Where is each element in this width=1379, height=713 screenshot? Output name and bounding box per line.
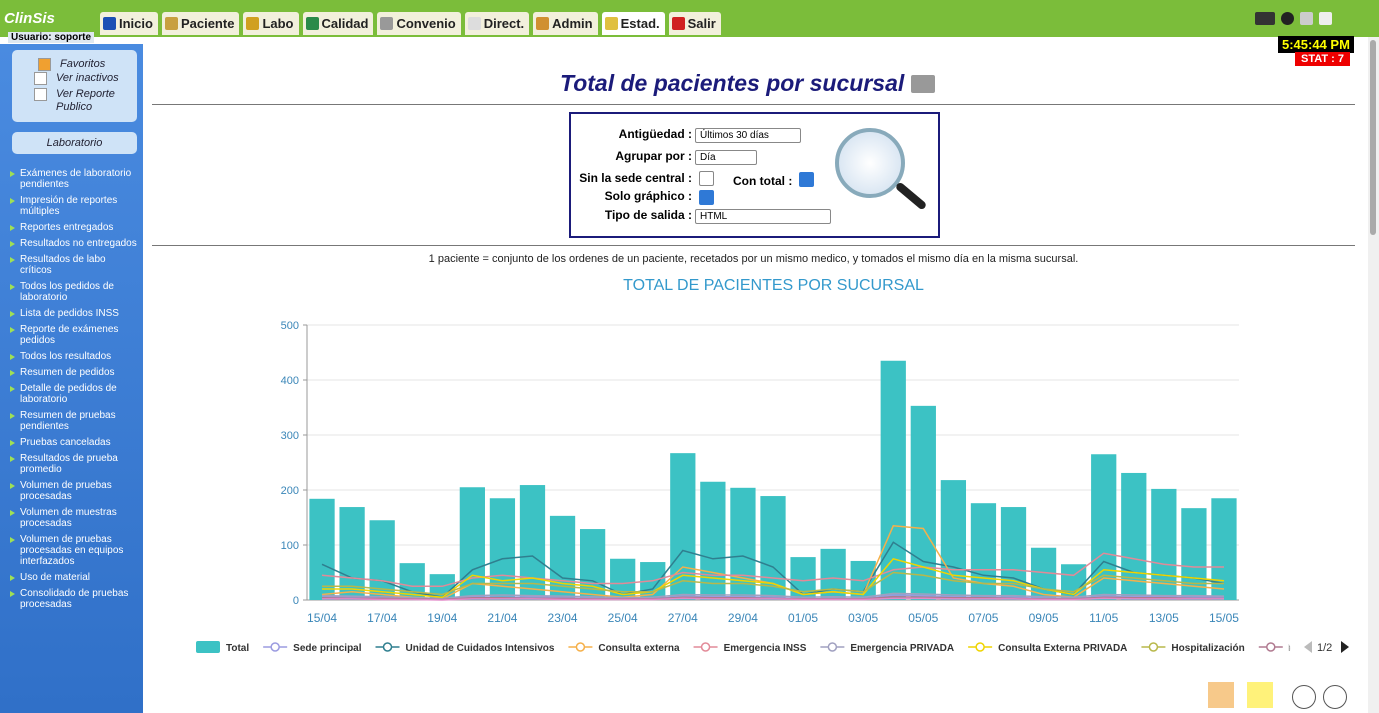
legend-label: Emergencia PRIVADA — [850, 643, 954, 654]
chart: 0 100 200 300 400 500 15/04 17/04 19/04 21/04 23/0… — [0, 0, 1379, 713]
scroll-down-button[interactable] — [1292, 685, 1316, 709]
scrollbar-thumb[interactable] — [1370, 40, 1376, 235]
legend-swatch — [1149, 643, 1157, 651]
x-tick-label: 09/05 — [1029, 611, 1059, 625]
x-tick-label: 05/05 — [908, 611, 938, 625]
bar — [760, 496, 785, 600]
y-tick-label: 300 — [281, 430, 299, 442]
legend-swatch — [828, 643, 836, 651]
legend-label: Total — [226, 643, 249, 654]
bar — [911, 406, 936, 600]
x-tick-label: 15/04 — [307, 611, 337, 625]
legend-label: Neonato — [1289, 643, 1290, 654]
y-tick-label: 500 — [281, 320, 299, 332]
legend-swatch — [271, 643, 279, 651]
x-tick-label: 17/04 — [367, 611, 397, 625]
legend-label: Consulta Externa PRIVADA — [998, 643, 1127, 654]
legend-swatch — [196, 641, 220, 653]
legend-label: Emergencia INSS — [724, 643, 807, 654]
x-tick-label: 03/05 — [848, 611, 878, 625]
expand-button[interactable] — [1208, 682, 1234, 708]
x-tick-label: 21/04 — [487, 611, 517, 625]
y-tick-label: 200 — [281, 485, 299, 497]
x-tick-label: 19/04 — [427, 611, 457, 625]
legend-swatch — [384, 643, 392, 651]
legend-swatch — [976, 643, 984, 651]
y-tick-label: 400 — [281, 375, 299, 387]
page: ClinSis Usuario: soporte InicioPacienteL… — [0, 0, 1379, 713]
x-tick-label: 23/04 — [548, 611, 578, 625]
legend-swatch — [1267, 643, 1275, 651]
y-tick-label: 0 — [293, 595, 299, 607]
bar — [670, 453, 695, 600]
bar — [881, 361, 906, 600]
bar — [1211, 498, 1236, 600]
legend-swatch — [702, 643, 710, 651]
legend-page: 1/2 — [1317, 642, 1332, 654]
x-tick-label: 07/05 — [968, 611, 998, 625]
x-tick-label: 27/04 — [668, 611, 698, 625]
legend-label: Consulta externa — [598, 643, 680, 654]
legend-label: Hospitalización — [1171, 643, 1244, 654]
scroll-up-button[interactable] — [1323, 685, 1347, 709]
x-tick-label: 01/05 — [788, 611, 818, 625]
legend-swatch — [576, 643, 584, 651]
x-tick-label: 25/04 — [608, 611, 638, 625]
legend-next[interactable] — [1341, 641, 1349, 653]
x-tick-label: 29/04 — [728, 611, 758, 625]
bar — [309, 499, 334, 600]
legend-label: Unidad de Cuidados Intensivos — [406, 643, 555, 654]
y-tick-label: 100 — [281, 540, 299, 552]
legend-label: Sede principal — [293, 643, 362, 654]
x-tick-label: 15/05 — [1209, 611, 1239, 625]
legend-prev[interactable] — [1304, 641, 1312, 653]
x-tick-label: 11/05 — [1089, 611, 1118, 625]
x-tick-label: 13/05 — [1149, 611, 1179, 625]
bar — [971, 503, 996, 600]
redo-button[interactable] — [1247, 682, 1273, 708]
